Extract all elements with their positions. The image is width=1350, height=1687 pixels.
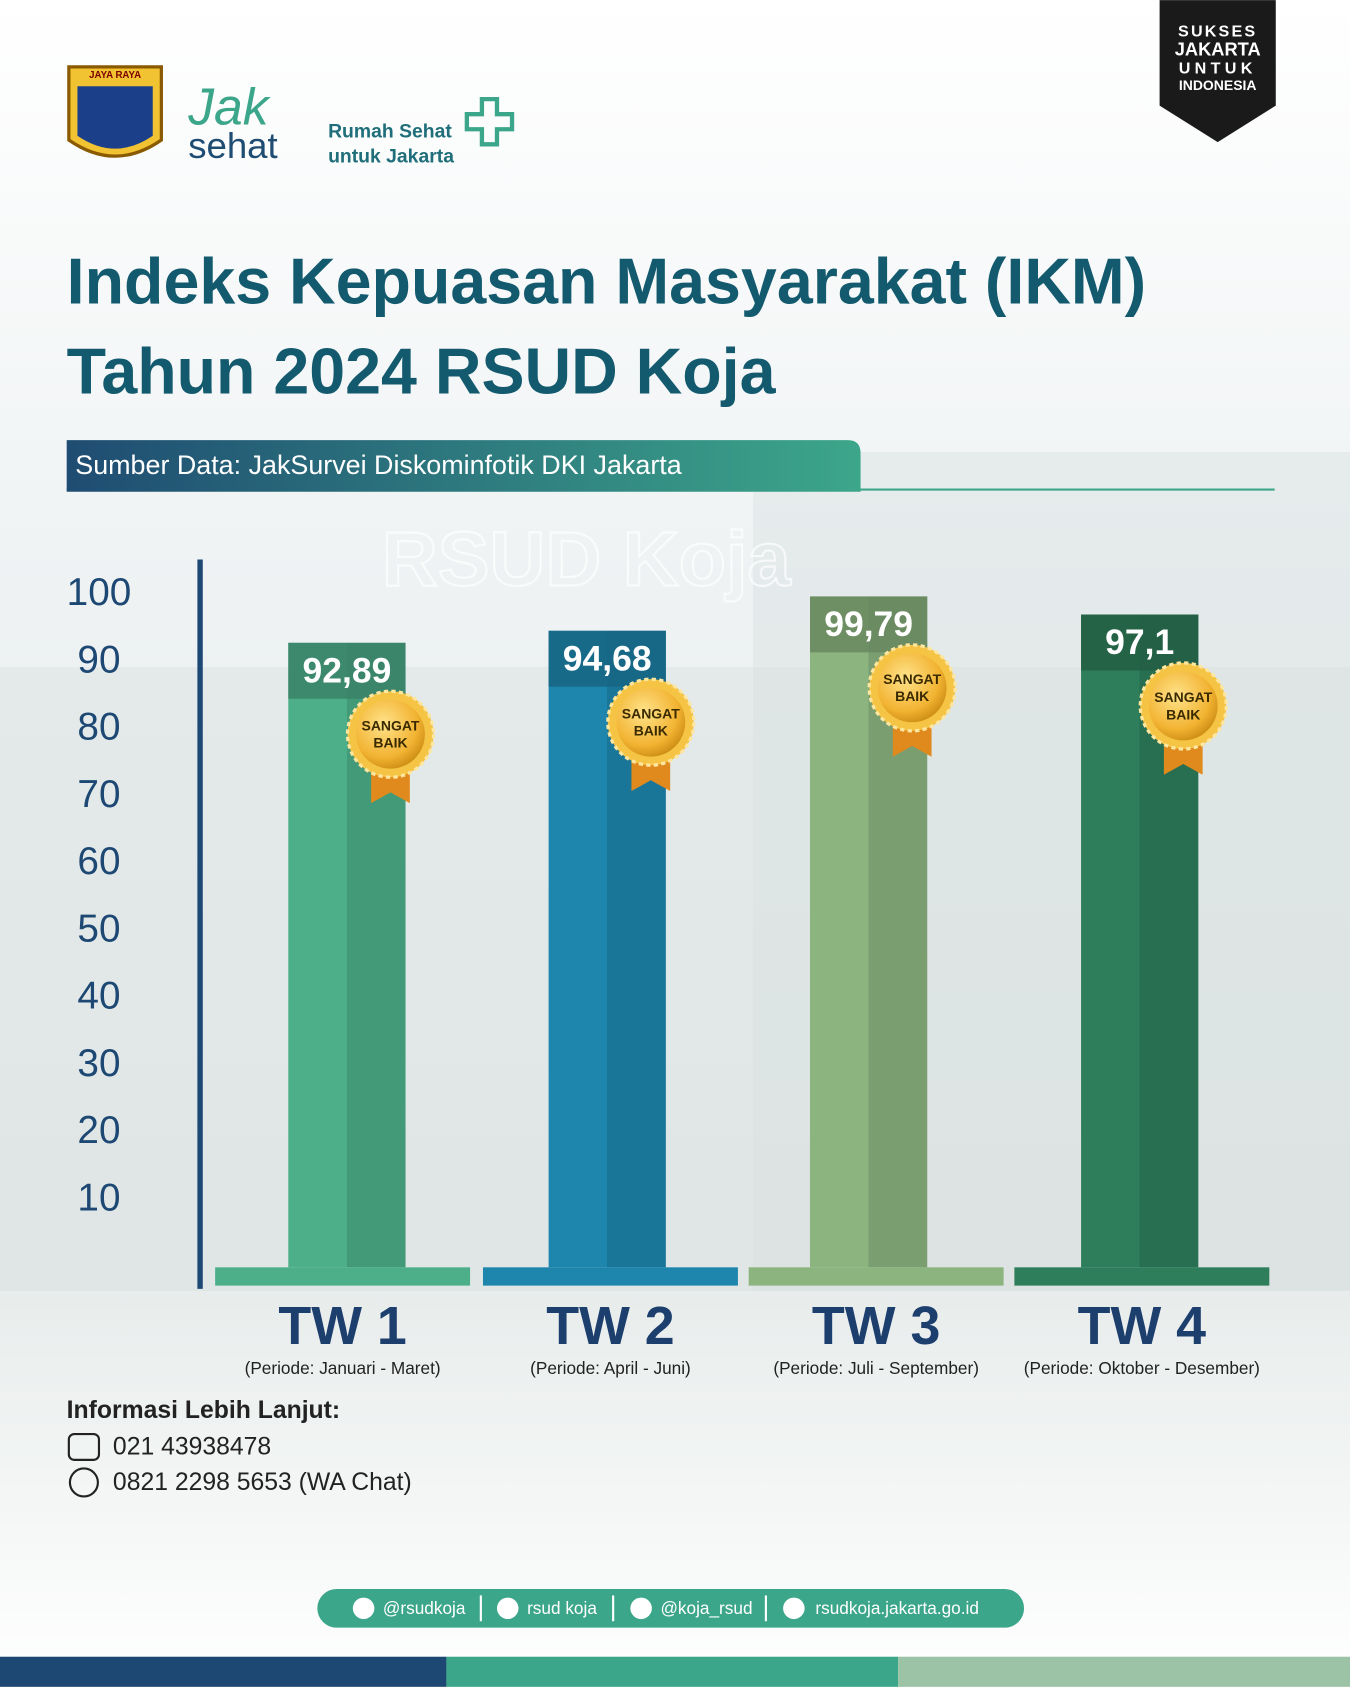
- tagline: Rumah Sehat: [328, 121, 452, 143]
- footer-stripe: [0, 1656, 447, 1687]
- social-handle: rsud koja: [527, 1598, 597, 1618]
- y-tick-label: 40: [77, 975, 120, 1018]
- badge-label: BAIK: [373, 735, 407, 751]
- slogan-badge: [1159, 0, 1276, 143]
- category-strip: [482, 1267, 738, 1286]
- category-strip: [1014, 1267, 1270, 1286]
- chart-subtitle: Sumber Data: JakSurvei Diskominfotik DKI…: [75, 450, 681, 480]
- social-icon: [496, 1597, 519, 1620]
- x-tick-label: TW 3: [812, 1296, 940, 1356]
- badge-label: SANGAT: [883, 671, 941, 687]
- category-note: (Periode: Juli - September): [773, 1358, 979, 1378]
- category-note: (Periode: Januari - Maret): [245, 1358, 441, 1378]
- y-tick-label: 100: [67, 571, 132, 614]
- y-tick-label: 60: [77, 840, 120, 883]
- badge-label: BAIK: [1166, 706, 1200, 722]
- social-icon: [352, 1597, 375, 1620]
- footer-stripe: [898, 1656, 1350, 1687]
- y-tick-label: 70: [77, 773, 120, 816]
- phone-icon: [67, 1432, 101, 1461]
- y-tick-label: 90: [77, 638, 120, 681]
- badge-label: SANGAT: [1154, 689, 1212, 705]
- social-handle: @koja_rsud: [660, 1598, 752, 1618]
- y-tick-label: 30: [77, 1042, 120, 1085]
- plus-icon: [464, 96, 515, 147]
- phone: 0821 2298 5653 (WA Chat): [113, 1469, 412, 1496]
- medal-face: [616, 687, 686, 757]
- value-label: 97,1: [1105, 622, 1174, 662]
- category-note: (Periode: Oktober - Desember): [1024, 1358, 1260, 1378]
- brand: Jak: [187, 78, 271, 136]
- social-icon: [783, 1597, 805, 1620]
- footer-stripe: [446, 1656, 899, 1687]
- value-label-box: [288, 642, 406, 699]
- whatsapp-icon: [68, 1467, 99, 1498]
- x-tick-label: TW 2: [546, 1296, 674, 1356]
- tagline: untuk Jakarta: [328, 145, 454, 167]
- value-label: 99,79: [824, 604, 913, 644]
- subtitle-bar: [66, 440, 861, 492]
- watermark: RSUD Koja: [382, 516, 792, 602]
- badge-label: BAIK: [895, 688, 929, 704]
- social-bar: [317, 1588, 1025, 1628]
- badge-label: SANGAT: [362, 717, 420, 733]
- social-handle: @rsudkoja: [383, 1598, 466, 1618]
- emblem-shield: [77, 86, 153, 149]
- x-tick-label: TW 4: [1078, 1296, 1207, 1356]
- value-label-box: [810, 596, 928, 653]
- x-tick-label: TW 1: [278, 1296, 406, 1356]
- y-tick-label: 10: [77, 1176, 120, 1219]
- chart-title: Indeks Kepuasan Masyarakat (IKM): [67, 245, 1146, 317]
- medal-face: [877, 653, 947, 723]
- category-strip: [748, 1267, 1004, 1286]
- chart-title: Tahun 2024 RSUD Koja: [67, 336, 777, 408]
- badge-label: SANGAT: [622, 705, 680, 721]
- brand: sehat: [188, 125, 277, 166]
- value-label: 92,89: [303, 650, 392, 690]
- social-icon: [630, 1597, 652, 1620]
- value-label-box: [548, 630, 666, 687]
- y-tick-label: 50: [77, 907, 120, 950]
- y-tick-label: 20: [77, 1109, 120, 1152]
- y-tick-label: 80: [77, 706, 120, 749]
- phone: 021 43938478: [113, 1434, 271, 1461]
- slogan: INDONESIA: [1179, 77, 1257, 93]
- social-handle: rsudkoja.jakarta.go.id: [815, 1598, 979, 1618]
- slogan: UNTUK: [1179, 59, 1257, 77]
- contact-heading: Informasi Lebih Lanjut:: [67, 1397, 340, 1424]
- medal-face: [1148, 671, 1218, 741]
- value-label-box: [1081, 614, 1199, 671]
- emblem-text: JAYA RAYA: [89, 70, 141, 81]
- slogan: SUKSES: [1178, 23, 1257, 41]
- slogan: JAKARTA: [1175, 39, 1261, 60]
- badge-label: BAIK: [634, 723, 668, 739]
- medal-face: [356, 699, 425, 769]
- category-strip: [215, 1267, 471, 1286]
- category-note: (Periode: April - Juni): [530, 1358, 691, 1378]
- value-label: 94,68: [563, 638, 652, 678]
